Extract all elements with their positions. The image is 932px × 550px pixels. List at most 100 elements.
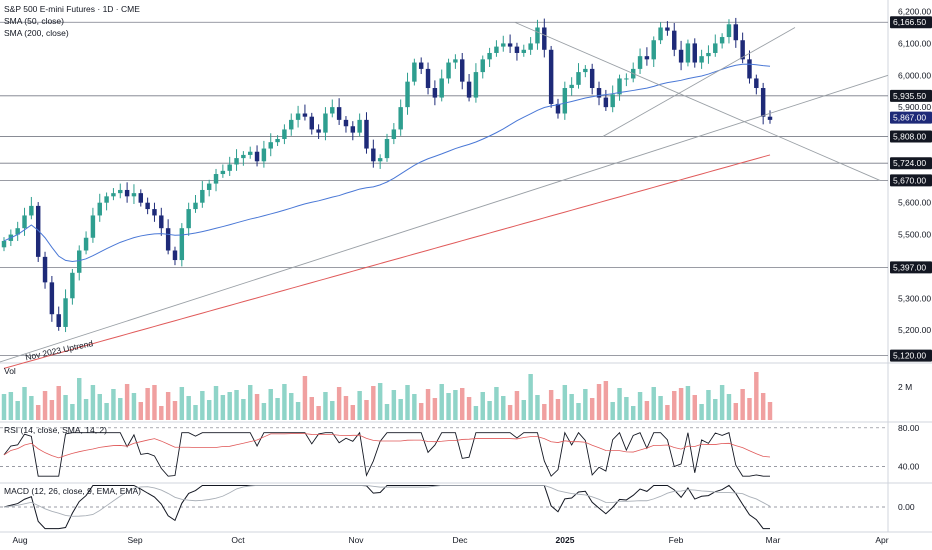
candle (275, 135, 280, 146)
candle-body (418, 62, 424, 69)
candle-body (186, 209, 191, 229)
price-level-tag: 5,935.50 (890, 89, 932, 102)
volume-bar (719, 385, 725, 420)
candle-body (70, 272, 75, 299)
volume-bar (699, 404, 704, 420)
candle-body (740, 40, 745, 60)
candle (473, 63, 479, 103)
candle-body (179, 228, 185, 261)
candle-body (77, 250, 82, 273)
candle (699, 49, 704, 69)
candle-body (726, 24, 732, 38)
candle (343, 116, 349, 133)
candle-body (282, 129, 287, 139)
candle-body (124, 189, 130, 197)
candle-body (200, 189, 205, 203)
candle (350, 121, 356, 141)
candle (501, 35, 506, 52)
volume-bar (247, 385, 253, 420)
candle-body (35, 205, 41, 257)
volume-bar (330, 401, 335, 420)
candle-body (206, 183, 212, 190)
candle-body (665, 27, 670, 31)
volume-bar (295, 402, 301, 420)
volume-bar (138, 402, 144, 420)
candle (494, 40, 499, 57)
candle (480, 55, 485, 79)
volume-bar (1, 394, 7, 420)
price-level-label: 5,670.00 (893, 175, 926, 185)
candle-body (118, 189, 123, 194)
volume-bar (726, 394, 732, 420)
rsi-pane-label: RSI (14, close, SMA, 14, 2) (4, 425, 107, 435)
candle-body (22, 215, 27, 229)
candle-body (83, 237, 89, 251)
volume-bar (111, 389, 116, 420)
candle-body (275, 138, 280, 143)
volume-bar (29, 396, 34, 420)
candle-body (247, 151, 253, 155)
volume-bar (336, 387, 342, 420)
candle-body (227, 164, 232, 171)
candle (637, 48, 643, 74)
candle-body (29, 205, 34, 216)
volume-bar (275, 398, 280, 420)
volume-bar (316, 406, 321, 420)
price-level-label: 5,935.50 (893, 91, 926, 101)
x-tick-label: Apr (875, 535, 888, 545)
candle-body (268, 142, 273, 149)
volume-bar (740, 389, 745, 420)
candle (425, 62, 431, 95)
candle (760, 82, 766, 125)
price-level-tag: 5,397.00 (890, 261, 932, 274)
volume-bar (398, 399, 403, 420)
candle (644, 47, 650, 66)
candle-body (172, 250, 178, 261)
candle (692, 38, 697, 68)
volume-bar (350, 405, 356, 420)
candle (159, 207, 164, 236)
volume-bar (494, 387, 499, 420)
x-tick-label: Dec (452, 535, 468, 545)
candle-body (330, 107, 335, 114)
candle (624, 73, 629, 87)
rsi-tick-label: 40.00 (898, 462, 920, 472)
candle (330, 99, 335, 118)
candle-body (241, 154, 246, 159)
candle (596, 81, 602, 106)
candle (83, 231, 89, 255)
candle (206, 179, 212, 197)
last-price-label: 5,867.00 (893, 113, 926, 123)
candle-body (760, 88, 766, 117)
candle-body (576, 72, 581, 85)
candle (131, 184, 137, 204)
candle-body (439, 78, 444, 98)
volume-bar (672, 391, 677, 420)
candle-body (234, 158, 239, 165)
candle-body (63, 298, 68, 327)
price-level-label: 5,397.00 (893, 262, 926, 272)
candle (49, 275, 55, 322)
volume-bar (603, 381, 609, 420)
candle (678, 40, 684, 71)
volume-bar (405, 385, 410, 420)
volume-bar (733, 403, 739, 420)
volume-bar (747, 398, 752, 420)
candle-body (289, 119, 294, 130)
candle (193, 195, 198, 213)
volume-bar (446, 393, 451, 420)
volume-bar (706, 390, 711, 420)
candle (658, 22, 663, 45)
volume-bar (220, 395, 226, 420)
volume-bar (377, 383, 383, 420)
candle-body (507, 43, 513, 47)
volume-bar (637, 392, 643, 420)
candle-body (767, 116, 773, 120)
rsi-line (3, 431, 770, 477)
volume-bar (713, 399, 718, 420)
candle-body (1, 240, 7, 248)
volume-bar (165, 392, 171, 420)
candle-body (589, 68, 595, 89)
